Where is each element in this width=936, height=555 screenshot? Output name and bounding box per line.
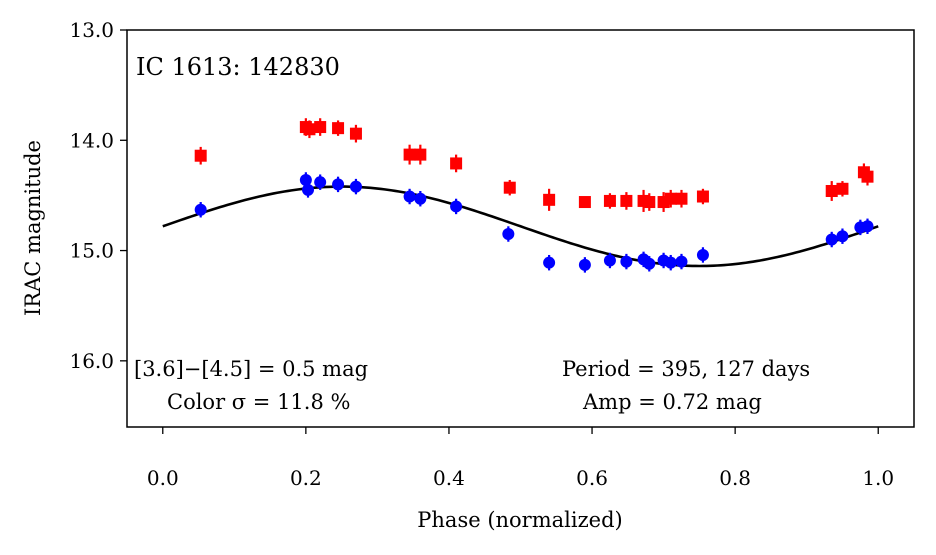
data-point-square (349, 127, 362, 140)
data-point-square (578, 196, 591, 209)
data-point-circle (643, 257, 656, 270)
fit-layer (162, 185, 879, 268)
x-axis: 0.0 0.2 0.4 0.6 0.8 1.0 (147, 427, 894, 490)
data-point-circle (603, 254, 616, 267)
data-point-square (403, 148, 416, 161)
data-point-square (603, 194, 616, 207)
x-tick-label: 0.4 (433, 466, 465, 490)
data-point-square (861, 170, 874, 183)
data-point-circle (664, 256, 677, 269)
data-point-circle (332, 178, 345, 191)
data-point-circle (836, 230, 849, 243)
x-tick-label: 0.8 (719, 466, 751, 490)
plot-frame (126, 29, 915, 428)
data-point-square (314, 121, 327, 134)
data-point-square (332, 122, 345, 135)
series-layer (194, 118, 874, 273)
data-point-circle (299, 173, 312, 186)
amplitude-annotation-line2: Amp = 0.72 mag (582, 390, 762, 414)
data-point-square (664, 192, 677, 205)
data-point-circle (620, 255, 633, 268)
data-point-circle (675, 255, 688, 268)
x-tick-label: 1.0 (862, 466, 894, 490)
color-annotation-line1: [3.6]−[4.5] = 0.5 mag (134, 357, 368, 381)
data-point-circle (302, 183, 315, 196)
data-point-circle (696, 248, 709, 261)
data-point-circle (543, 256, 556, 269)
y-tick-label: 13.0 (69, 18, 114, 42)
x-tick-label: 0.0 (147, 466, 179, 490)
chart-title: IC 1613: 142830 (136, 53, 340, 81)
data-point-square (620, 194, 633, 207)
color-annotation-line2: Color σ = 11.8 % (167, 390, 350, 414)
data-point-square (825, 185, 838, 198)
data-point-square (836, 182, 849, 195)
data-point-square (450, 157, 463, 170)
data-point-square (194, 149, 207, 162)
x-tick-label: 0.6 (576, 466, 608, 490)
y-axis: 13.0 14.0 15.0 16.0 (69, 18, 127, 373)
data-point-circle (450, 200, 463, 213)
data-point-circle (194, 203, 207, 216)
data-point-circle (578, 258, 591, 271)
y-tick-label: 15.0 (69, 239, 114, 263)
x-tick-label: 0.2 (290, 466, 322, 490)
series-blue-circles (194, 172, 874, 273)
fit-curve (162, 185, 879, 268)
data-point-circle (414, 192, 427, 205)
data-point-circle (314, 176, 327, 189)
period-annotation-line1: Period = 395, 127 days (562, 357, 810, 381)
y-axis-label: IRAC magnitude (21, 140, 45, 316)
data-point-circle (861, 220, 874, 233)
data-point-square (414, 148, 427, 161)
data-point-circle (825, 233, 838, 246)
data-point-circle (349, 180, 362, 193)
y-tick-label: 14.0 (69, 128, 114, 152)
series-red-squares (194, 118, 874, 212)
data-point-circle (502, 228, 515, 241)
data-point-square (303, 123, 316, 136)
data-point-square (675, 192, 688, 205)
data-point-square (643, 196, 656, 209)
x-axis-label: Phase (normalized) (417, 508, 622, 532)
data-point-square (503, 181, 516, 194)
data-point-square (543, 193, 556, 206)
data-point-circle (403, 190, 416, 203)
data-point-square (696, 190, 709, 203)
y-tick-label: 16.0 (69, 349, 114, 373)
